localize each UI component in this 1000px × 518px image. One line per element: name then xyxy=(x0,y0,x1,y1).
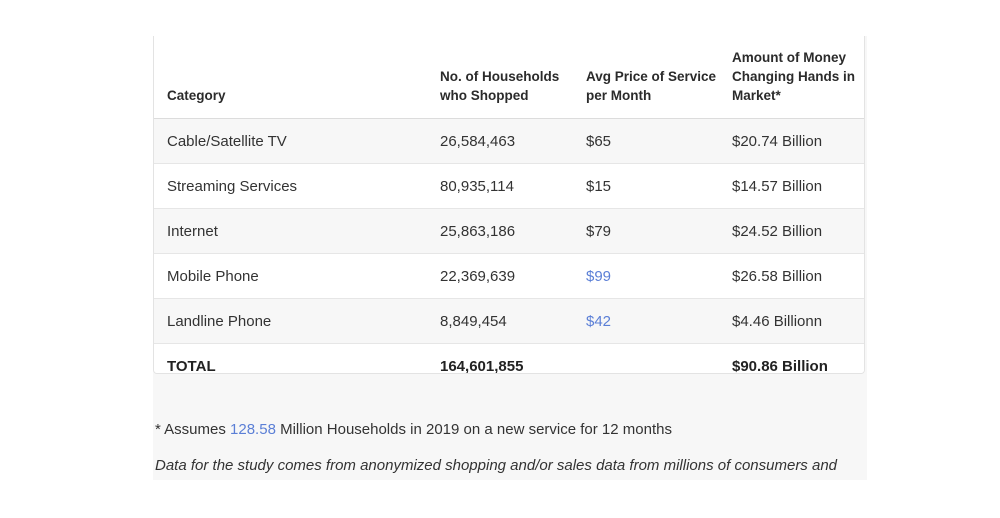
data-source-note: Data for the study comes from anonymized… xyxy=(155,457,838,474)
table-row: Cable/Satellite TV 26,584,463 $65 $20.74… xyxy=(154,118,864,164)
cell-total-label: TOTAL xyxy=(154,343,427,373)
cell-total-avg-price xyxy=(573,343,719,373)
table-row: Internet 25,863,186 $79 $24.52 Billion xyxy=(154,208,864,254)
cell-money: $14.57 Billion xyxy=(719,163,864,209)
cell-category: Mobile Phone xyxy=(154,253,427,299)
cell-avg-price: $65 xyxy=(573,118,719,164)
cell-category: Streaming Services xyxy=(154,163,427,209)
cell-money: $4.46 Billionn xyxy=(719,298,864,344)
price-link[interactable]: $42 xyxy=(586,312,612,330)
cell-households: 22,369,639 xyxy=(427,253,573,299)
cell-money: $24.52 Billion xyxy=(719,208,864,254)
header-households: No. of Households who Shopped xyxy=(427,36,573,119)
cell-money: $26.58 Billion xyxy=(719,253,864,299)
table-row: Streaming Services 80,935,114 $15 $14.57… xyxy=(154,163,864,209)
footnote-prefix: * Assumes xyxy=(155,421,231,438)
cell-avg-price: $15 xyxy=(573,163,719,209)
footnote-suffix: Million Households in 2019 on a new serv… xyxy=(275,421,672,438)
table-row: Mobile Phone 22,369,639 $99 $26.58 Billi… xyxy=(154,253,864,299)
footnote: * Assumes 128.58 Million Households in 2… xyxy=(155,421,672,438)
price-link[interactable]: $99 xyxy=(586,267,612,285)
household-spending-table: Category No. of Households who Shopped A… xyxy=(154,36,864,373)
cell-total-households: 164,601,855 xyxy=(427,343,573,373)
cell-total-money: $90.86 Billion xyxy=(719,343,864,373)
cell-households: 80,935,114 xyxy=(427,163,573,209)
table-total-row: TOTAL 164,601,855 $90.86 Billion xyxy=(154,343,864,373)
cell-category: Landline Phone xyxy=(154,298,427,344)
table-header-row: Category No. of Households who Shopped A… xyxy=(154,36,864,119)
article-content: Category No. of Households who Shopped A… xyxy=(153,36,867,480)
cell-households: 25,863,186 xyxy=(427,208,573,254)
cell-avg-price: $79 xyxy=(573,208,719,254)
cell-households: 26,584,463 xyxy=(427,118,573,164)
cell-category: Cable/Satellite TV xyxy=(154,118,427,164)
header-avg-price: Avg Price of Service per Month xyxy=(573,36,719,119)
table-row: Landline Phone 8,849,454 $42 $4.46 Billi… xyxy=(154,298,864,344)
data-table-container: Category No. of Households who Shopped A… xyxy=(153,36,865,374)
cell-avg-price: $42 xyxy=(573,298,719,344)
header-category: Category xyxy=(154,36,427,119)
cell-households: 8,849,454 xyxy=(427,298,573,344)
header-money-changing-hands: Amount of Money Changing Hands in Market… xyxy=(719,36,864,119)
cell-category: Internet xyxy=(154,208,427,254)
cell-money: $20.74 Billion xyxy=(719,118,864,164)
households-link[interactable]: 128.58 xyxy=(230,421,276,438)
cell-avg-price: $99 xyxy=(573,253,719,299)
